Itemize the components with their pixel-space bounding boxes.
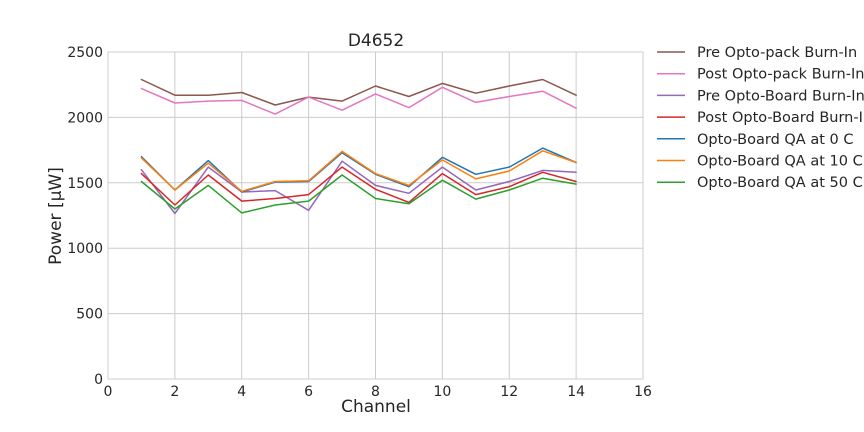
y-tick-label: 500 [76, 307, 103, 323]
x-tick-label: 14 [567, 384, 585, 400]
y-axis-label: Power [µW] [46, 167, 66, 265]
series-line-5 [140, 150, 577, 193]
series-lines [140, 78, 577, 215]
x-axis-label: Channel [341, 397, 411, 417]
y-tick-label: 0 [94, 372, 103, 388]
plot-border [107, 51, 644, 380]
series-line-4 [140, 147, 577, 193]
y-tick-label: 2500 [67, 45, 103, 61]
series-line-2 [140, 160, 577, 215]
series-line-1 [140, 86, 577, 115]
y-tick-label: 1000 [67, 241, 103, 257]
x-tick-label: 2 [170, 384, 179, 400]
y-tick-label: 1500 [67, 176, 103, 192]
chart-title: D4652 [348, 31, 404, 51]
x-tick-label: 16 [634, 384, 652, 400]
x-tick-label: 4 [237, 384, 246, 400]
legend-label: Opto-Board QA at 50 C [697, 175, 863, 191]
legend-label: Pre Opto-Board Burn-In [697, 88, 864, 104]
legend-label: Pre Opto-pack Burn-In [697, 45, 857, 61]
legend-label: Post Opto-pack Burn-In [697, 67, 864, 83]
x-tick-label: 10 [433, 384, 451, 400]
x-tick-label: 8 [371, 384, 380, 400]
series-line-0 [140, 78, 577, 106]
legend-label: Post Opto-Board Burn-In [697, 110, 864, 126]
legend: Pre Opto-pack Burn-In Post Opto-pack Burn… [657, 45, 864, 191]
legend-label: Opto-Board QA at 0 C [697, 132, 853, 148]
y-tick-label: 2000 [67, 110, 103, 126]
x-tick-label: 0 [104, 384, 113, 400]
x-tick-label: 6 [304, 384, 313, 400]
legend-label: Opto-Board QA at 10 C [697, 154, 863, 170]
series-line-3 [140, 166, 577, 206]
x-tick-label: 12 [500, 384, 518, 400]
series-line-6 [140, 174, 577, 214]
tick-labels: 0 2 4 6 8 10 12 14 16 0 500 1000 1500 2000 2500 [67, 45, 652, 400]
plot-frame [107, 51, 644, 380]
